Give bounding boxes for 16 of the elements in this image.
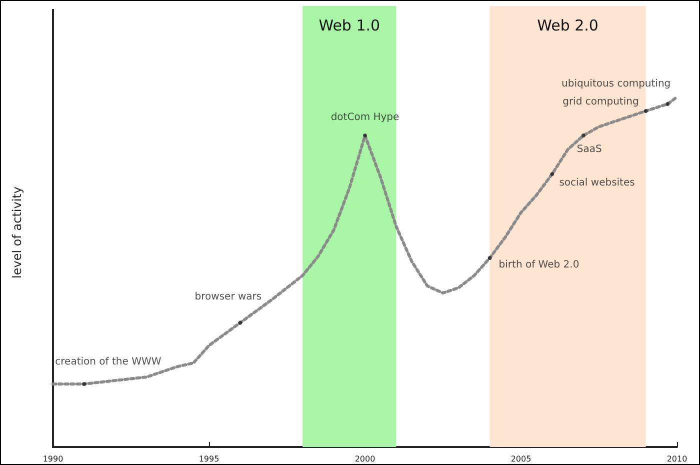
annotation: grid computing [562, 96, 639, 108]
x-tick-label: 1990 [42, 454, 64, 464]
y-axis-title: level of activity [10, 186, 24, 278]
annotation: dotCom Hype [330, 112, 400, 123]
x-tick-label: 1995 [198, 454, 220, 464]
x-tick-label: 2000 [354, 454, 376, 464]
band-label: Web 2.0 [537, 16, 598, 34]
x-tick-label: 2005 [510, 454, 532, 464]
band-label: Web 1.0 [318, 16, 380, 34]
annotation: browser wars [194, 291, 262, 302]
annotation: social websites [559, 178, 635, 188]
annotation: birth of Web 2.0 [498, 260, 580, 270]
annotation: SaaS [576, 144, 602, 155]
x-tick-label: 2010 [666, 454, 688, 464]
annotation: ubiquitous computing [562, 78, 671, 90]
annotation: creation of the WWW [55, 356, 162, 368]
